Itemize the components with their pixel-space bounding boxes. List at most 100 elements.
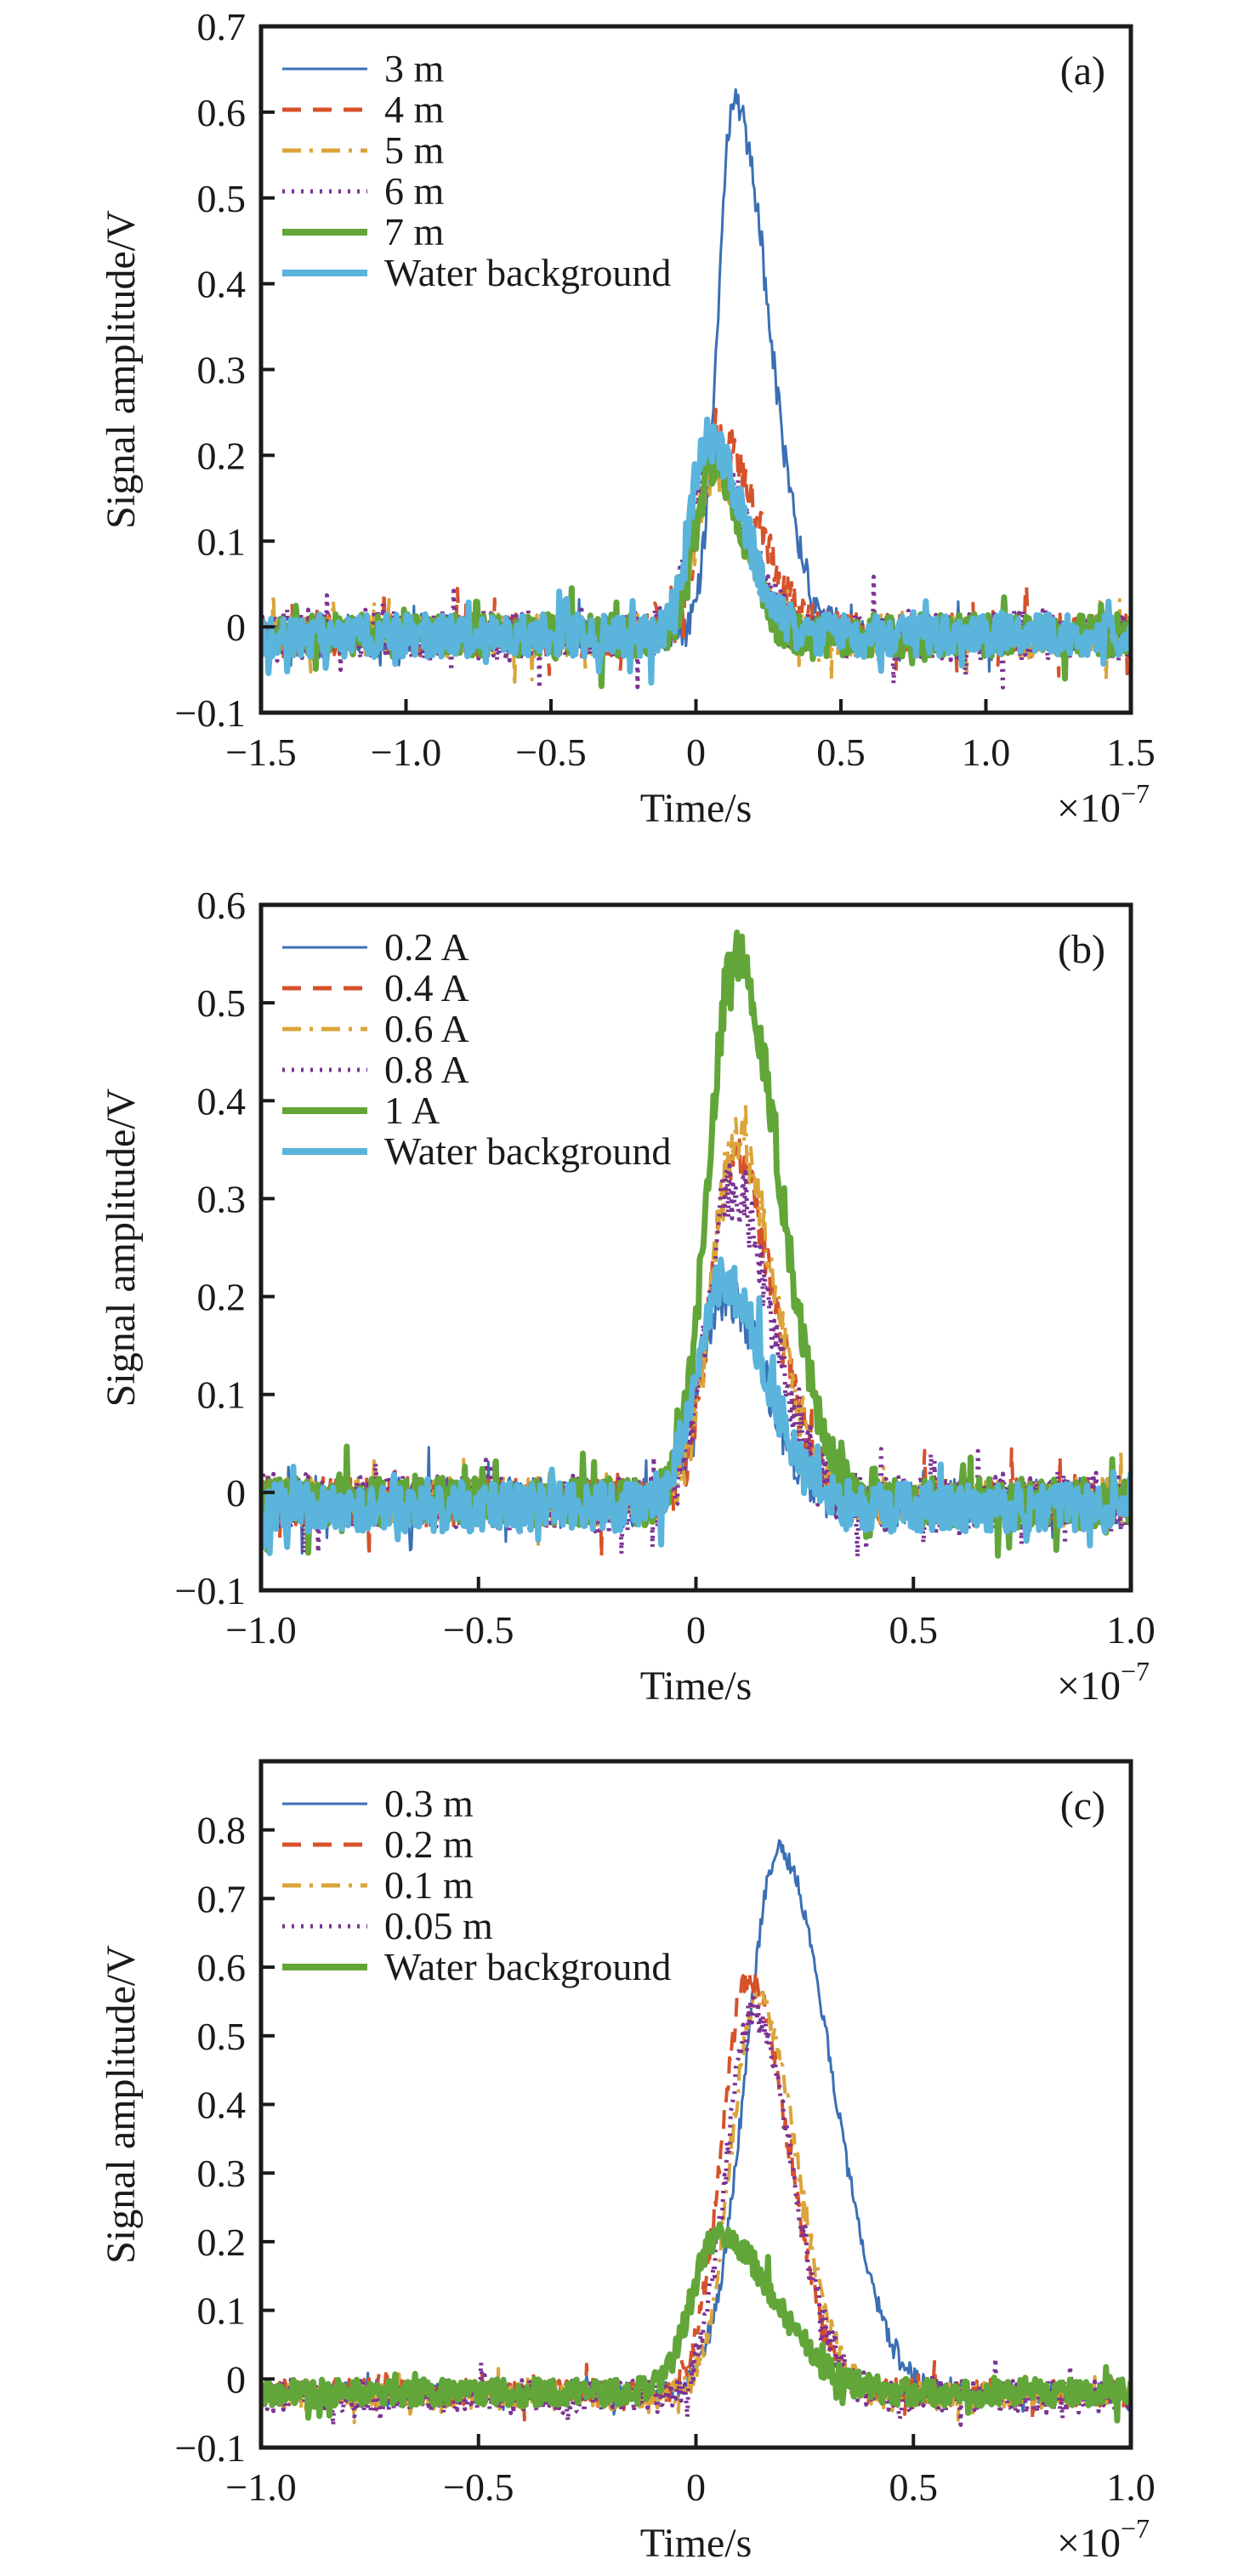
legend-item: Water background (282, 1129, 671, 1173)
x-tick-label: 1.0 (962, 731, 1011, 774)
x-tick-label: −0.5 (515, 731, 586, 774)
y-tick-label: 0.5 (197, 177, 247, 220)
legend-item: 0.2 A (282, 925, 469, 969)
y-tick-label: −0.1 (175, 691, 246, 735)
x-axis: −1.0 −0.5 0 0.5 1.0 (225, 1577, 1156, 1652)
legend-item: 7 m (282, 210, 445, 253)
legend-label: 7 m (384, 210, 445, 253)
x-multiplier-base: ×10 (1057, 1663, 1121, 1709)
x-axis-label: Time/s (640, 786, 752, 831)
legend-label: Water background (384, 1945, 671, 1988)
x-tick-label: 1.0 (1106, 2465, 1156, 2509)
y-tick-label: 0 (226, 606, 246, 649)
legend-item: 0.05 m (282, 1904, 493, 1948)
legend-item: 0.6 A (282, 1007, 469, 1050)
legend-item: 0.8 A (282, 1048, 469, 1091)
x-tick-label: −0.5 (443, 2465, 514, 2509)
curves-group (261, 88, 1131, 691)
legend-label: 0.3 m (384, 1782, 474, 1825)
x-tick-label: 0 (686, 1608, 706, 1652)
x-tick-label: −0.5 (443, 1608, 514, 1652)
legend-item: 4 m (282, 88, 445, 131)
legend-item: 6 m (282, 169, 445, 213)
panel-label: (a) (1060, 48, 1105, 94)
x-axis-label: Time/s (640, 2521, 752, 2566)
legend-item: 0.2 m (282, 1823, 474, 1866)
y-tick-label: 0.2 (197, 1276, 247, 1319)
legend-label: 5 m (384, 128, 445, 172)
legend-item: 3 m (282, 47, 445, 90)
x-axis: −1.0 −0.5 0 0.5 1.0 (225, 2434, 1156, 2509)
y-axis-label: Signal amplitude/V (99, 1945, 144, 2264)
legend-label: 0.4 A (384, 966, 469, 1009)
y-tick-label: −0.1 (175, 1569, 246, 1612)
y-axis-label: Signal amplitude/V (99, 210, 144, 529)
y-tick-label: 0.6 (197, 884, 247, 927)
x-axis-label: Time/s (640, 1663, 752, 1709)
legend-item: Water background (282, 1945, 671, 1988)
curves-group (261, 930, 1131, 1560)
x-multiplier-exponent: −7 (1121, 1656, 1150, 1686)
panel-label: (b) (1058, 927, 1105, 972)
legend-label: 0.6 A (384, 1007, 469, 1050)
x-multiplier-exponent: −7 (1121, 2513, 1150, 2544)
legend-label: 6 m (384, 169, 445, 213)
y-tick-label: 0.7 (197, 5, 247, 48)
x-multiplier-label: ×10−7 (1057, 2513, 1150, 2566)
y-axis-label: Signal amplitude/V (99, 1088, 144, 1407)
legend-label: 0.1 m (384, 1863, 474, 1907)
legend-label: 4 m (384, 88, 445, 131)
x-multiplier-base: ×10 (1057, 2521, 1121, 2566)
legend-item: Water background (282, 251, 671, 294)
y-tick-label: 0.7 (197, 1877, 247, 1920)
legend-item: 0.4 A (282, 966, 469, 1009)
x-axis: −1.5 −1.0 −0.5 0 0.5 1.0 1.5 (225, 699, 1156, 774)
y-tick-label: 0.6 (197, 1946, 247, 1989)
x-multiplier-base: ×10 (1057, 786, 1121, 831)
y-tick-label: 0.5 (197, 981, 247, 1025)
x-tick-label: 0 (686, 731, 706, 774)
y-tick-label: 0.3 (197, 1177, 247, 1220)
y-tick-label: 0.4 (197, 1079, 247, 1123)
y-tick-label: 0.3 (197, 349, 247, 392)
x-tick-label: 1.0 (1106, 1608, 1156, 1652)
panel-b: −0.100.10.20.30.40.50.6 −1.0 −0.5 0 0.5 1.0 … (99, 884, 1156, 1709)
x-multiplier-label: ×10−7 (1057, 1656, 1150, 1709)
legend-item: 0.1 m (282, 1863, 474, 1907)
y-tick-label: 0 (226, 1471, 246, 1515)
legend-label: 0.05 m (384, 1904, 493, 1948)
legend-label: Water background (384, 251, 671, 294)
y-tick-label: 0.1 (197, 2289, 247, 2333)
x-tick-label: 0 (686, 2465, 706, 2509)
x-multiplier-exponent: −7 (1121, 778, 1150, 809)
legend-item: 0.3 m (282, 1782, 474, 1825)
x-tick-label: 1.5 (1106, 731, 1156, 774)
y-tick-label: 0.6 (197, 91, 247, 134)
legend-label: Water background (384, 1129, 671, 1173)
y-tick-label: 0.2 (197, 434, 247, 477)
series-line-0-1-m (261, 1990, 1131, 2425)
y-tick-label: 0.8 (197, 1809, 247, 1852)
x-tick-label: −1.0 (225, 2465, 296, 2509)
y-tick-label: 0.3 (197, 2152, 247, 2195)
y-tick-label: 0.1 (197, 520, 247, 563)
x-tick-label: −1.5 (225, 731, 296, 774)
y-axis: −0.1 0 0.1 0.2 0.3 0.4 0.5 0.6 (175, 884, 275, 1612)
series-line-water-background (261, 2221, 1131, 2424)
y-tick-label: 0.4 (197, 263, 247, 306)
panel-label: (c) (1060, 1783, 1105, 1828)
y-tick-label: 0.1 (197, 1373, 247, 1417)
legend-label: 1 A (384, 1089, 440, 1132)
series-line-water-background (261, 416, 1131, 686)
x-tick-label: 0.5 (889, 2465, 939, 2509)
panel-a: −0.1 0 0.1 0.2 0.3 0.4 0.5 0.6 0.7 −1.5 −1.0 −0.5 0… (99, 5, 1156, 831)
y-tick-label: −0.1 (175, 2426, 246, 2470)
legend-item: 1 A (282, 1089, 440, 1132)
legend-label: 0.2 m (384, 1823, 474, 1866)
legend-label: 0.8 A (384, 1048, 469, 1091)
legend-item: 5 m (282, 128, 445, 172)
x-tick-label: 0.5 (816, 731, 866, 774)
